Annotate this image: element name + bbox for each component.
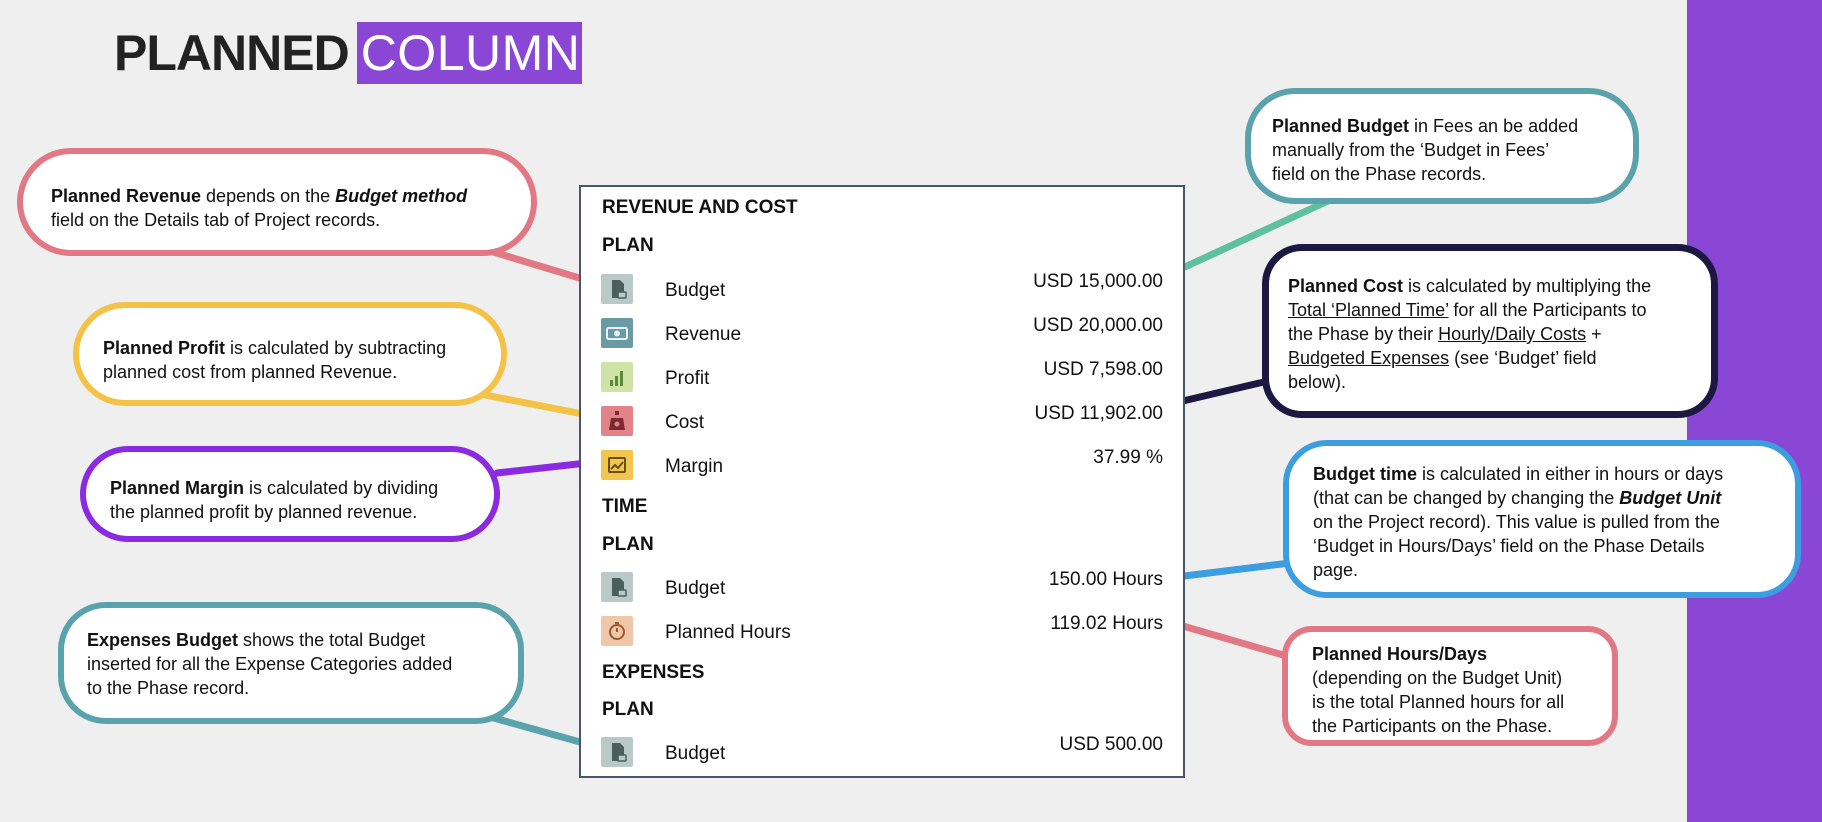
callout-planned-revenue: Planned Revenue depends on the Budget me… [17, 148, 537, 256]
slide-title: PLANNED COLUMN [114, 22, 583, 84]
money-icon [601, 318, 633, 348]
callout-planned-cost: Planned Cost is calculated by multiplyin… [1262, 244, 1718, 418]
callout-bold-italic: Budget Unit [1619, 488, 1722, 508]
callout-underlined: Budgeted Expenses [1288, 348, 1450, 368]
callout-text: is calculated by dividing [244, 478, 439, 498]
callout-bold-italic: Budget method [335, 186, 468, 206]
section-revenue-and-cost: REVENUE AND COST [602, 197, 798, 218]
callout-planned-budget: Planned Budget in Fees an be added manua… [1245, 88, 1639, 204]
row-label: Profit [665, 368, 710, 389]
callout-text: is calculated in either in hours or days [1417, 464, 1724, 484]
revenue-cost-panel: REVENUE AND COST PLAN Budget USD 15,000.… [579, 185, 1185, 778]
callout-expenses-budget: Expenses Budget shows the total Budget i… [58, 602, 524, 724]
callout-text: depends on the [201, 186, 336, 206]
callout-bold: Expenses Budget [87, 630, 239, 650]
callout-text: (depending on the Budget Unit) [1312, 668, 1563, 688]
callout-text: is the total Planned hours for all [1312, 692, 1565, 712]
stopwatch-icon [601, 616, 633, 646]
title-highlight-word: COLUMN [356, 22, 583, 84]
row-budget: Budget USD 15,000.00 [581, 271, 1183, 307]
callout-bold: Planned Margin [110, 478, 245, 498]
plan-label: PLAN [602, 534, 654, 555]
callout-bold: Planned Cost [1288, 276, 1404, 296]
callout-bold: Planned Revenue [51, 186, 202, 206]
trend-chart-icon [601, 450, 633, 480]
row-revenue: Revenue USD 20,000.00 [581, 315, 1183, 351]
budget-document-icon [601, 737, 633, 767]
section-expenses: EXPENSES [602, 662, 705, 683]
callout-text: shows the total Budget [238, 630, 426, 650]
plan-label: PLAN [602, 235, 654, 256]
row-value: 150.00 Hours [1048, 569, 1163, 590]
callout-text: to the Phase record. [87, 678, 250, 698]
row-cost: Cost USD 11,902.00 [581, 403, 1183, 439]
row-label: Budget [665, 743, 726, 764]
callout-text: for all the Participants to [1448, 300, 1647, 320]
budget-document-icon [601, 274, 633, 304]
callout-budget-time: Budget time is calculated in either in h… [1283, 440, 1801, 598]
callout-text: below). [1288, 372, 1347, 392]
callout-text: page. [1313, 560, 1359, 580]
budget-document-icon [601, 572, 633, 602]
row-planned-hours: Planned Hours 119.02 Hours [581, 613, 1183, 649]
row-label: Budget [665, 280, 726, 301]
callout-text: is calculated by multiplying the [1403, 276, 1652, 296]
callout-text: on the Project record). This value is pu… [1313, 512, 1720, 532]
row-value: 119.02 Hours [1050, 613, 1163, 634]
callout-text: ‘Budget in Hours/Days’ field on the Phas… [1313, 536, 1705, 556]
title-main-word: PLANNED [114, 25, 350, 81]
callout-bold: Planned Profit [103, 338, 226, 358]
callout-underlined: Hourly/Daily Costs [1438, 324, 1587, 344]
callout-text: + [1586, 324, 1602, 344]
row-expenses-budget: Budget USD 500.00 [581, 734, 1183, 770]
money-bag-icon [601, 406, 633, 436]
row-label: Budget [665, 578, 726, 599]
callout-text: the Phase by their [1288, 324, 1439, 344]
callout-text: in Fees an be added [1409, 116, 1579, 136]
callout-text: (that can be changed by changing the [1313, 488, 1620, 508]
callout-text: the planned profit by planned revenue. [110, 502, 418, 522]
row-label: Cost [665, 412, 705, 433]
callout-text: the Participants on the Phase. [1312, 716, 1553, 736]
row-margin: Margin 37.99 % [581, 447, 1183, 483]
plan-label: PLAN [602, 699, 654, 720]
row-label: Revenue [665, 324, 742, 345]
callout-bold: Budget time [1313, 464, 1418, 484]
callout-planned-profit: Planned Profit is calculated by subtract… [73, 302, 507, 406]
callout-text: field on the Phase records. [1272, 164, 1487, 184]
callout-planned-margin: Planned Margin is calculated by dividing… [80, 446, 500, 542]
callout-text: (see ‘Budget’ field [1449, 348, 1597, 368]
callout-text: inserted for all the Expense Categories … [87, 654, 453, 674]
row-value: USD 500.00 [1059, 734, 1163, 755]
callout-text: field on the Details tab of Project reco… [51, 210, 381, 230]
callout-bold: Planned Budget [1272, 116, 1410, 136]
callout-bold: Planned Hours/Days [1312, 644, 1488, 664]
row-value: USD 7,598.00 [1043, 359, 1163, 380]
row-value: USD 20,000.00 [1033, 315, 1163, 336]
bar-chart-icon [601, 362, 633, 392]
connector-planned-hours [1172, 620, 1294, 661]
callout-planned-hours: Planned Hours/Days (depending on the Bud… [1282, 626, 1618, 746]
callout-text: is calculated by subtracting [225, 338, 447, 358]
row-value: 37.99 % [1093, 447, 1163, 468]
row-profit: Profit USD 7,598.00 [581, 359, 1183, 395]
section-time: TIME [602, 496, 648, 517]
connector-budget-time [1172, 559, 1294, 581]
row-value: USD 11,902.00 [1034, 403, 1163, 424]
row-label: Margin [665, 456, 724, 477]
purple-side-bar [1687, 0, 1822, 822]
row-time-budget: Budget 150.00 Hours [581, 569, 1183, 605]
row-label: Planned Hours [665, 622, 791, 643]
callout-text: manually from the ‘Budget in Fees’ [1272, 140, 1550, 160]
callout-underlined: Total ‘Planned Time’ [1288, 300, 1449, 320]
callout-text: planned cost from planned Revenue. [103, 362, 398, 382]
row-value: USD 15,000.00 [1033, 271, 1163, 292]
